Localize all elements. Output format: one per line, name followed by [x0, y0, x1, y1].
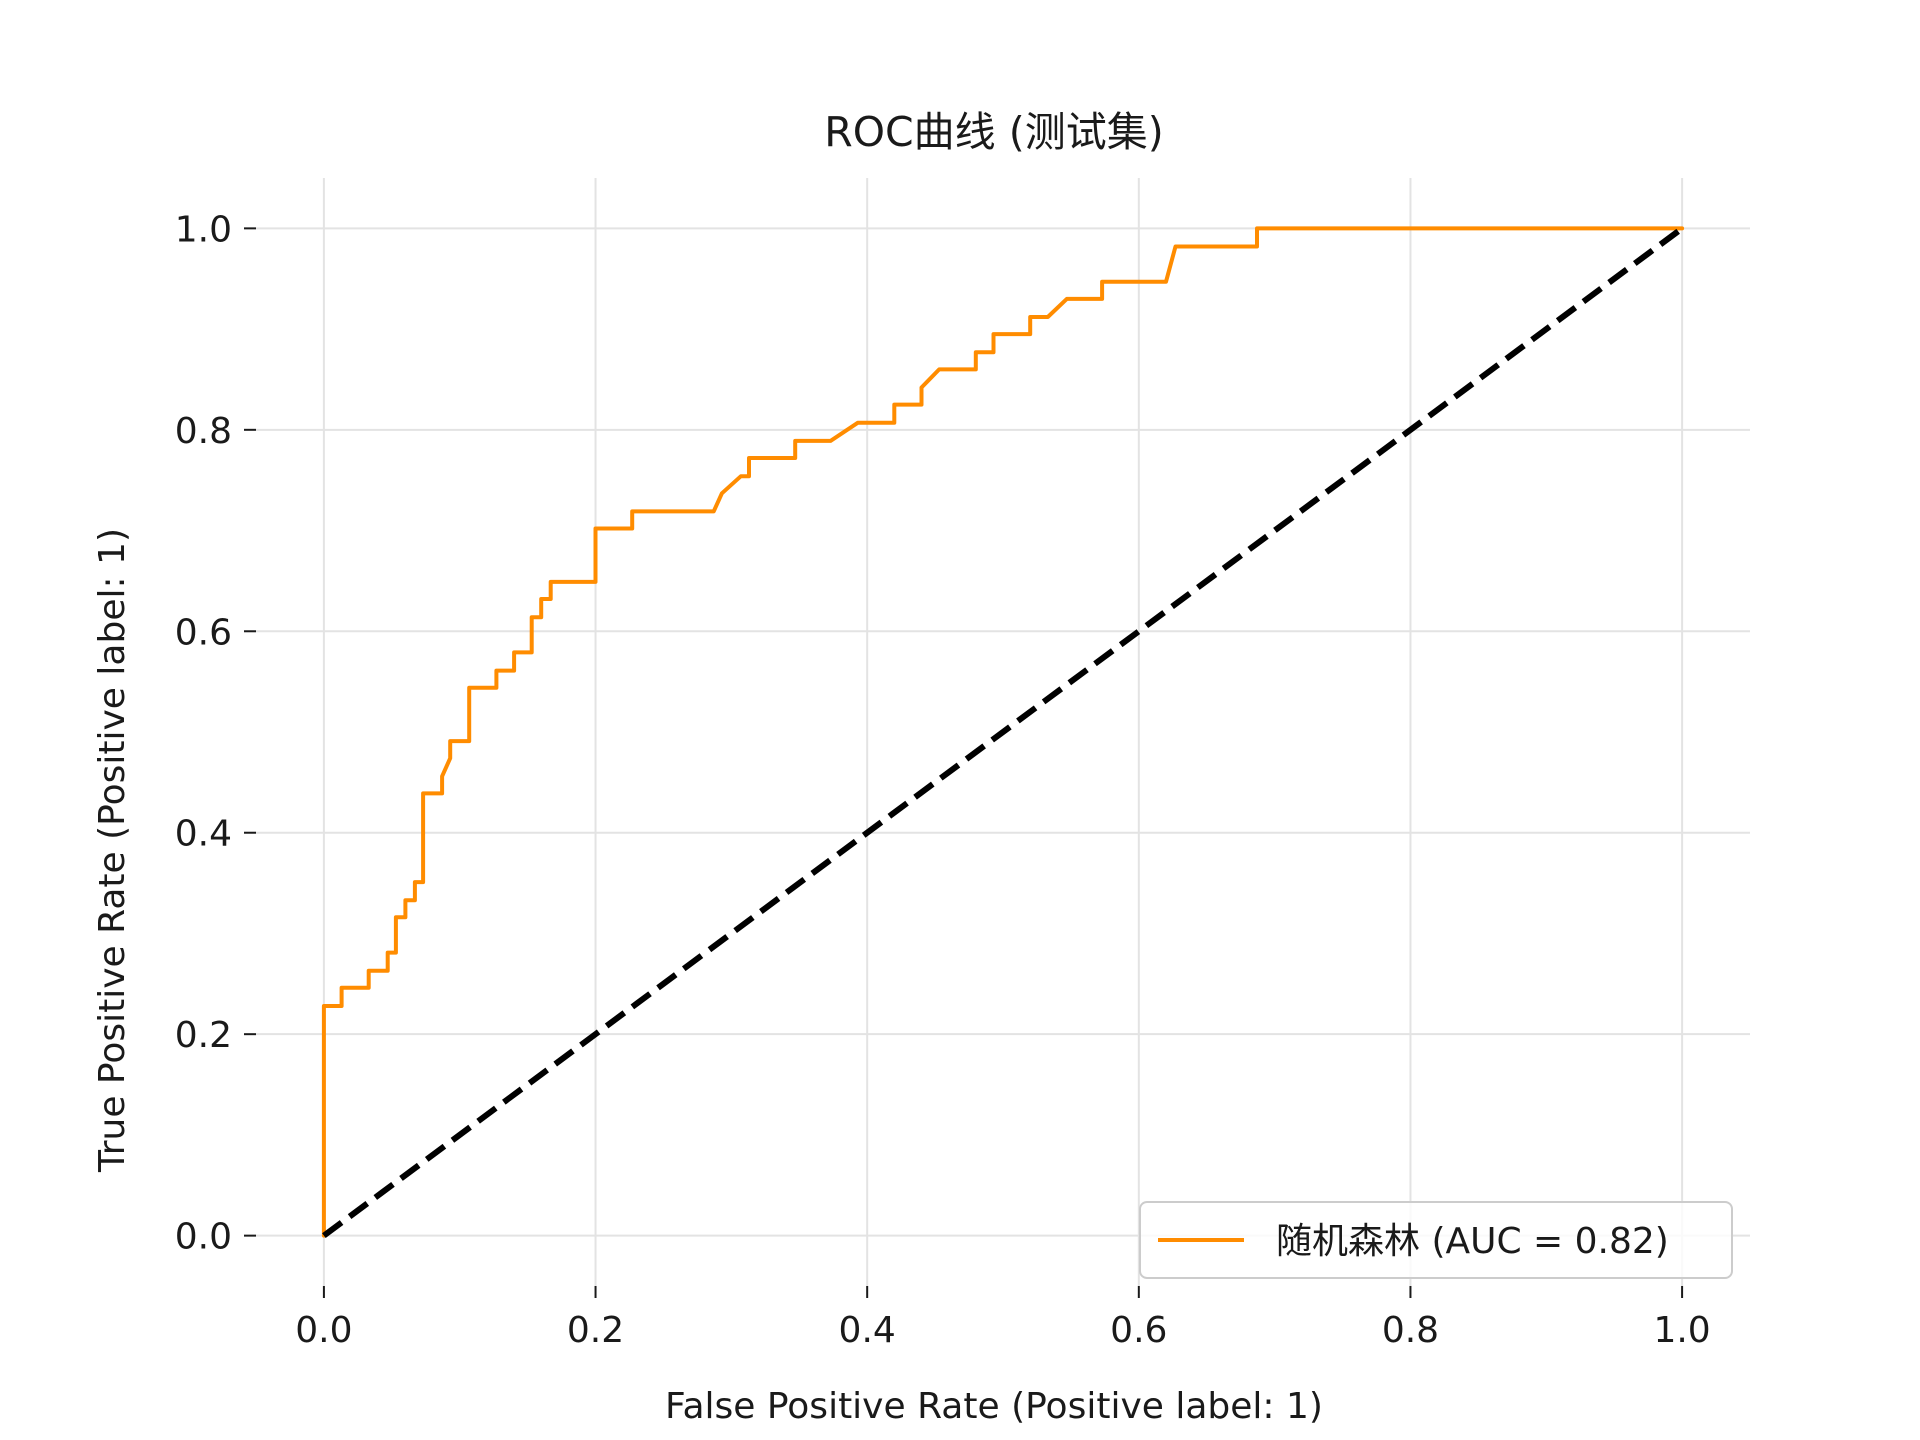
x-tick-label-0: 0.0: [295, 1310, 352, 1351]
chart-title: ROC曲线 (测试集): [824, 108, 1163, 156]
legend: 随机森林 (AUC = 0.82): [1139, 1201, 1733, 1279]
legend-label-random-forest: 随机森林 (AUC = 0.82): [1276, 1221, 1669, 1262]
roc-curve-random-forest: [321, 226, 1685, 1238]
x-tick-label-5: 1.0: [1653, 1310, 1710, 1351]
legend-box: [1139, 1201, 1733, 1279]
series-lines: [321, 225, 1685, 1239]
x-tick-label-2: 0.4: [839, 1310, 896, 1351]
y-axis-label: True Positive Rate (Positive label: 1): [92, 528, 133, 1173]
y-tick-label-0: 0.0: [175, 1217, 232, 1258]
chance-diagonal-line: [322, 225, 1684, 1239]
y-tick-label-1: 0.2: [175, 1015, 232, 1056]
axis-ticks: 0.0 0.2 0.4 0.6 0.8 1.0 0.0 0.2 0.4 0.6 0.8 1.0: [175, 209, 1711, 1351]
y-tick-label-2: 0.4: [175, 814, 232, 855]
x-axis-label: False Positive Rate (Positive label: 1): [665, 1386, 1323, 1427]
x-tick-label-4: 0.8: [1382, 1310, 1439, 1351]
y-tick-label-4: 0.8: [175, 411, 232, 452]
y-tick-label-3: 0.6: [175, 612, 232, 653]
x-tick-label-1: 0.2: [567, 1310, 624, 1351]
grid: [256, 178, 1750, 1286]
y-tick-label-5: 1.0: [175, 209, 232, 250]
x-tick-label-3: 0.6: [1110, 1310, 1167, 1351]
